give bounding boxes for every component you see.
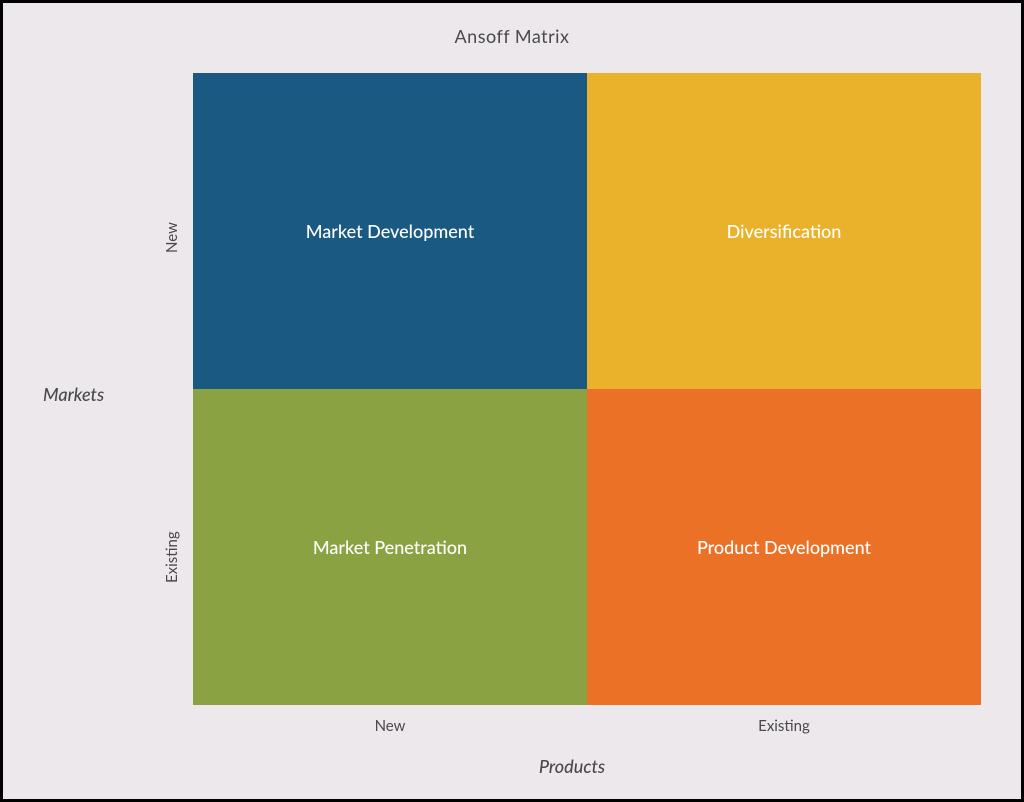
- y-axis-title: Markets: [43, 383, 104, 405]
- quad-label: Market Penetration: [313, 536, 467, 558]
- quad-diversification: Diversification: [587, 73, 981, 389]
- y-tick-existing: Existing: [163, 531, 181, 583]
- x-tick-new: New: [193, 717, 587, 735]
- x-axis-title: Products: [3, 755, 1021, 777]
- quad-label: Product Development: [697, 536, 871, 558]
- diagram-frame: Ansoff Matrix Market Development Diversi…: [0, 0, 1024, 802]
- diagram-title: Ansoff Matrix: [3, 25, 1021, 47]
- x-tick-existing: Existing: [587, 717, 981, 735]
- ansoff-matrix-grid: Market Development Diversification Marke…: [193, 73, 981, 705]
- quad-product-development: Product Development: [587, 389, 981, 705]
- y-tick-new: New: [163, 222, 181, 253]
- quad-label: Market Development: [306, 220, 474, 242]
- quad-label: Diversification: [727, 220, 842, 242]
- quad-market-penetration: Market Penetration: [193, 389, 587, 705]
- quad-market-development: Market Development: [193, 73, 587, 389]
